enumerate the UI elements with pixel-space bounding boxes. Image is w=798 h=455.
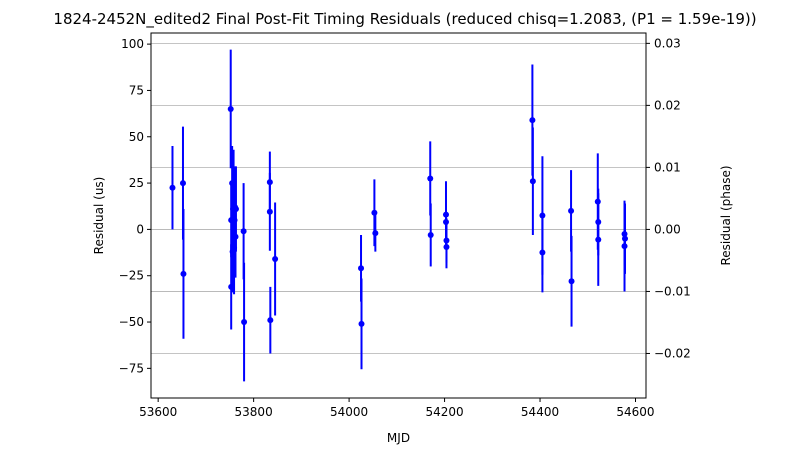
x-tick-label: 53800 <box>235 405 273 419</box>
data-point <box>539 212 546 293</box>
data-marker <box>427 175 434 182</box>
y-axis-label: Residual (us) <box>92 177 106 255</box>
x-tick-label: 54600 <box>616 405 654 419</box>
x-axis: 53600 53800 54000 54200 54400 54600 <box>139 398 655 419</box>
x-tick-label: 54400 <box>521 405 559 419</box>
data-marker <box>595 236 602 243</box>
data-marker <box>568 278 575 285</box>
data-marker <box>180 270 187 277</box>
data-marker <box>240 228 247 235</box>
data-marker <box>427 231 434 238</box>
y2-tick-label: 0.03 <box>654 36 681 50</box>
data-point <box>443 225 450 269</box>
x-tick-label: 53600 <box>139 405 177 419</box>
data-marker <box>358 320 365 327</box>
y-tick-label: −75 <box>119 361 144 375</box>
x-tick-label: 54000 <box>330 405 368 419</box>
y-tick-label: 25 <box>129 176 144 190</box>
data-marker <box>272 256 279 263</box>
data-marker <box>179 180 186 187</box>
data-point <box>427 203 434 267</box>
y2-tick-label: −0.02 <box>654 346 691 360</box>
y-tick-label: 0 <box>136 222 144 236</box>
data-marker <box>371 209 378 216</box>
data-marker <box>267 317 274 324</box>
data-marker <box>568 207 575 214</box>
data-point <box>169 146 176 230</box>
y-axis-left: −75 −50 −25 0 25 50 75 100 <box>119 37 151 375</box>
data-point <box>266 172 273 251</box>
data-point <box>358 278 365 370</box>
data-point <box>227 49 234 169</box>
data-point <box>180 209 187 339</box>
data-marker <box>169 184 176 191</box>
data-marker <box>372 230 379 237</box>
data-marker <box>358 265 365 272</box>
data-point <box>568 235 575 327</box>
data-point <box>621 203 628 274</box>
data-point <box>267 286 274 354</box>
y-axis-right: −0.02 −0.01 0.00 0.01 0.02 0.03 <box>646 36 691 360</box>
data-point <box>241 262 248 382</box>
plot-area <box>169 49 628 382</box>
data-point <box>232 166 239 252</box>
data-marker <box>529 117 536 124</box>
data-marker <box>241 319 248 326</box>
y-tick-label: 50 <box>129 130 144 144</box>
data-point <box>595 193 602 286</box>
data-marker <box>529 178 536 185</box>
data-marker <box>539 249 546 256</box>
x-axis-label: MJD <box>387 431 410 445</box>
chart-title: 1824-2452N_edited2 Final Post-Fit Timing… <box>53 10 756 29</box>
y-tick-label: −25 <box>119 269 144 283</box>
data-marker <box>227 105 234 112</box>
data-point <box>529 127 536 235</box>
y-tick-label: 100 <box>121 37 144 51</box>
data-point <box>427 141 434 216</box>
y2-tick-label: 0.00 <box>654 222 681 236</box>
plot-frame <box>150 32 647 399</box>
data-marker <box>232 206 239 213</box>
y2-axis-label: Residual (phase) <box>719 165 733 265</box>
data-marker <box>621 235 628 242</box>
y-tick-label: −50 <box>119 315 144 329</box>
y-tick-label: 75 <box>129 83 144 97</box>
y2-tick-label: 0.02 <box>654 98 681 112</box>
y2-tick-label: 0.01 <box>654 160 681 174</box>
data-point <box>372 214 379 252</box>
data-marker <box>443 243 450 250</box>
y2-tick-label: −0.01 <box>654 284 691 298</box>
data-marker <box>266 208 273 215</box>
x-tick-label: 54200 <box>425 405 463 419</box>
data-point <box>272 202 279 316</box>
